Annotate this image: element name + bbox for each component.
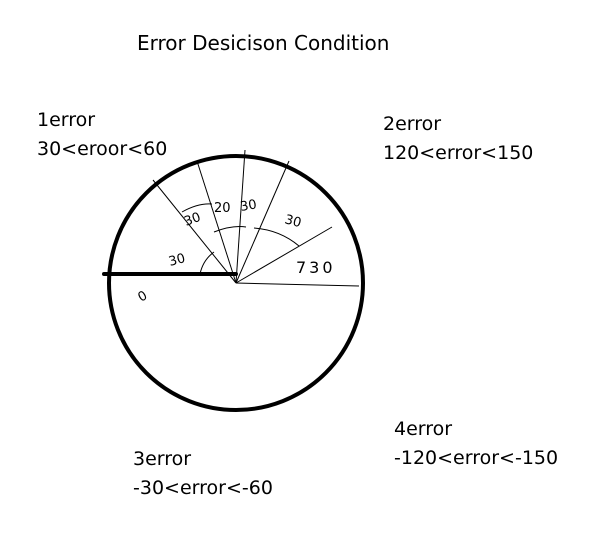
region-4-name: 4error	[394, 418, 453, 440]
radial-line-60	[235, 160, 290, 284]
radial-line-85	[235, 149, 246, 284]
diagram-title: Error Desicison Condition	[137, 31, 390, 55]
region-1-name: 1error	[37, 109, 96, 131]
region-2-name: 2error	[383, 113, 442, 135]
angle-mark-6: 730	[296, 258, 336, 277]
region-4-label: 4error -120<error<-150	[394, 415, 558, 473]
radial-line-30	[235, 226, 333, 284]
radial-line-110	[196, 160, 237, 284]
radial-line-0	[235, 282, 360, 287]
region-1-condition: 30<eroor<60	[37, 138, 168, 160]
angle-arc-a	[181, 203, 213, 213]
angle-mark-3: 20	[214, 201, 231, 216]
region-3-condition: -30<error<-60	[133, 477, 273, 499]
region-3-name: 3error	[133, 448, 192, 470]
angle-mark-2: 30	[182, 210, 203, 230]
region-2-condition: 120<error<150	[383, 142, 534, 164]
region-4-condition: -120<error<-150	[394, 447, 559, 469]
angle-mark-5: 30	[283, 212, 303, 231]
region-1-label: 1error 30<eroor<60	[37, 106, 167, 164]
region-3-label: 3error -30<error<-60	[133, 445, 273, 503]
angle-mark-4: 30	[239, 197, 258, 215]
region-2-label: 2error 120<error<150	[383, 110, 533, 168]
angle-mark-1: 30	[167, 251, 187, 270]
outer-circle	[107, 154, 365, 412]
angle-arc-small	[199, 251, 215, 275]
origin-mark: 0	[136, 288, 151, 305]
radial-line-130	[152, 179, 237, 284]
angle-arc-b	[213, 226, 247, 233]
angle-arc-c	[253, 227, 300, 247]
